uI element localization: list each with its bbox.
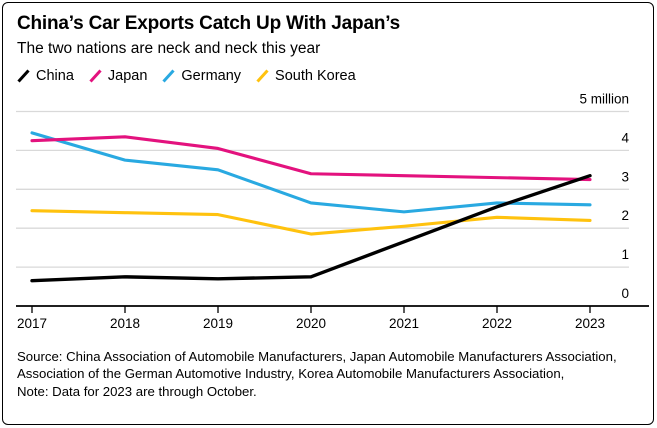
- legend-label: China: [36, 67, 74, 84]
- x-tick-label: 2017: [17, 316, 47, 331]
- legend-item-japan: Japan: [89, 67, 148, 84]
- y-tick-label: 0: [621, 286, 629, 301]
- x-tick-label: 2023: [575, 316, 605, 331]
- legend-label: Germany: [181, 67, 242, 84]
- legend-item-germany: Germany: [162, 68, 241, 84]
- y-tick-label: 2: [621, 208, 629, 223]
- chart-subtitle: The two nations are neck and neck this y…: [17, 39, 321, 57]
- x-tick-label: 2021: [389, 316, 419, 331]
- chart-title: China’s Car Exports Catch Up With Japan’…: [17, 13, 400, 34]
- legend-label: Japan: [107, 67, 148, 84]
- x-tick-label: 2022: [482, 316, 512, 331]
- series-line-germany: [30, 131, 592, 214]
- legend: China Japan Germany South Korea: [17, 68, 400, 84]
- legend-item-china: China: [17, 68, 74, 84]
- legend-label: South Korea: [275, 67, 356, 84]
- legend-slash-icon: [256, 69, 269, 83]
- x-tick-label: 2020: [296, 316, 326, 331]
- y-tick-label: 3: [621, 169, 629, 184]
- legend-item-south-korea: South Korea: [256, 68, 356, 84]
- y-tick-label: 4: [621, 130, 629, 145]
- data-note: Note: Data for 2023 are through October.: [17, 383, 257, 399]
- legend-slash-icon: [17, 69, 30, 83]
- chart-footer: Source: China Association of Automobile …: [17, 348, 617, 400]
- legend-slash-icon: [162, 69, 176, 83]
- y-tick-label: 5 million: [579, 92, 629, 107]
- legend-slash-icon: [89, 69, 102, 83]
- series-line-china: [30, 173, 592, 283]
- chart-header: China’s Car Exports Catch Up With Japan’…: [17, 13, 400, 84]
- line-chart: 2017 2018 2019 2020 2021 2022 2023 0 1 2 3 4 5 milli…: [16, 92, 649, 331]
- y-tick-label: 1: [621, 247, 629, 262]
- x-tick-label: 2018: [110, 316, 140, 331]
- x-tick-label: 2019: [203, 316, 233, 331]
- source-note: Source: China Association of Automobile …: [17, 349, 617, 382]
- series-line-south-korea: [30, 209, 592, 236]
- series-line-japan: [30, 135, 592, 182]
